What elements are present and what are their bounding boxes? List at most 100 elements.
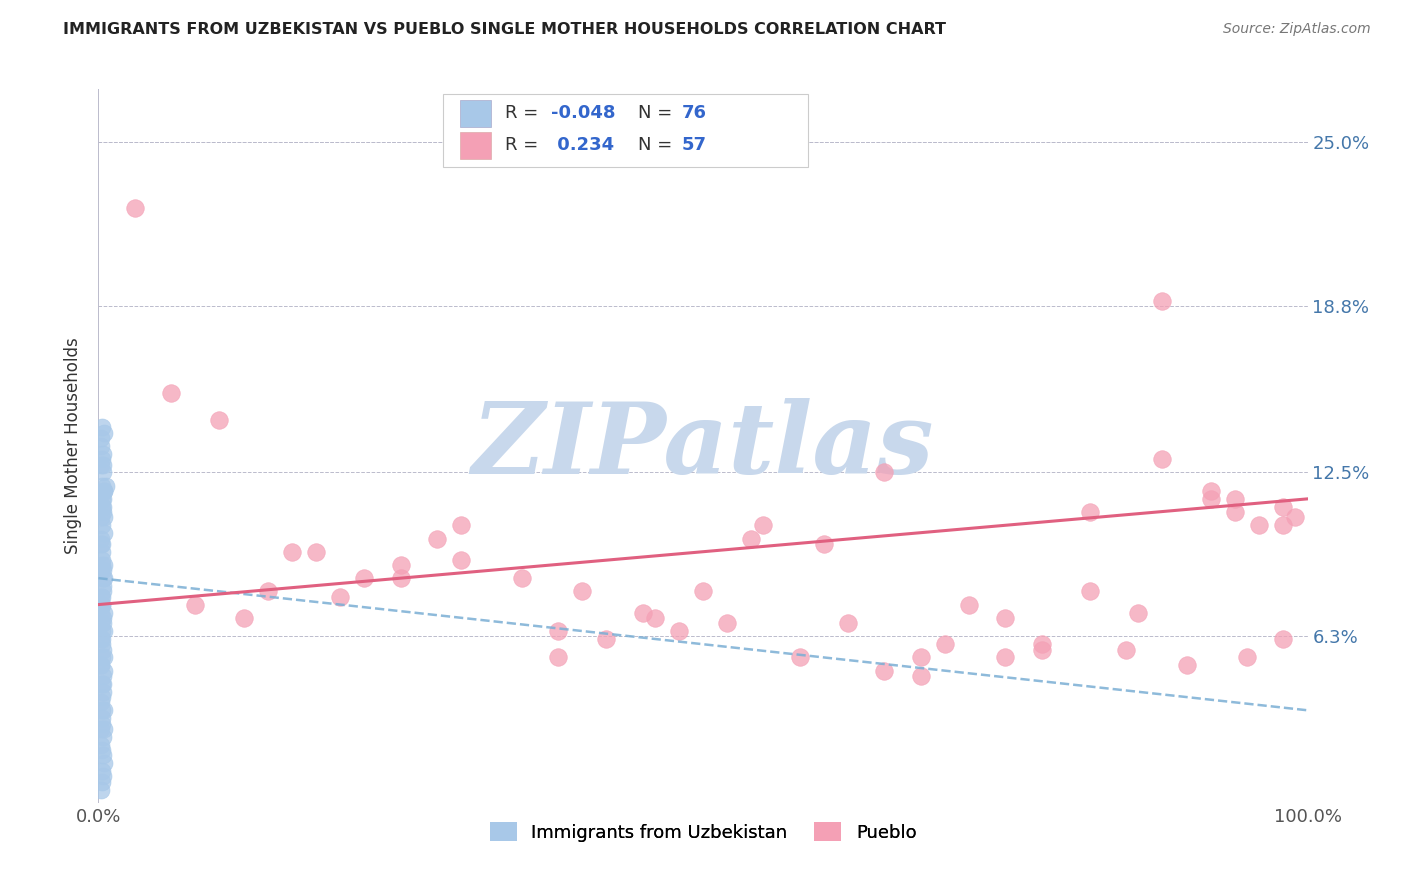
Point (1031, 637, 1053, 651)
Point (353, 571, 375, 585)
Point (1223, 505, 1246, 519)
Point (91, 537, 114, 551)
Point (91, 642, 114, 657)
Point (91, 598, 114, 612)
Point (873, 466, 896, 480)
Point (450, 552, 472, 566)
Text: 76: 76 (682, 104, 707, 122)
Point (1152, 293, 1174, 308)
Point (93, 756, 115, 771)
Point (91, 703, 114, 717)
Point (692, 584, 714, 599)
Point (91, 632, 114, 646)
Point (91, 669, 114, 683)
Point (184, 598, 207, 612)
Point (716, 616, 738, 631)
Point (124, 201, 146, 215)
Point (1152, 452, 1174, 467)
Point (93, 558, 115, 572)
Point (93, 650, 115, 665)
Point (91, 590, 114, 604)
Point (547, 624, 569, 638)
Point (91, 478, 114, 492)
Point (1175, 658, 1198, 673)
Point (631, 606, 654, 620)
Point (1078, 584, 1101, 599)
Point (644, 611, 666, 625)
Point (93, 722, 115, 736)
Point (1078, 505, 1101, 519)
Point (90, 431, 112, 445)
Point (934, 637, 956, 651)
Point (91, 650, 114, 665)
Point (232, 611, 254, 625)
Point (1249, 518, 1271, 533)
Point (90, 695, 112, 709)
Point (91, 584, 114, 599)
Text: N =: N = (638, 136, 678, 154)
Point (91, 677, 114, 691)
Point (91, 571, 114, 585)
Point (93, 510, 115, 524)
Point (91, 690, 114, 704)
Point (1272, 518, 1295, 533)
Point (90, 738, 112, 752)
Point (91, 491, 114, 506)
Point (91, 458, 114, 472)
Point (305, 545, 328, 559)
Point (91, 552, 114, 566)
Point (91, 748, 114, 763)
Point (91, 637, 114, 651)
Point (91, 616, 114, 631)
Point (93, 624, 115, 638)
Point (1199, 491, 1222, 506)
Point (510, 571, 533, 585)
Point (90, 537, 112, 551)
Point (93, 483, 115, 498)
Point (91, 764, 114, 778)
Point (91, 447, 114, 461)
Point (1272, 500, 1295, 514)
Point (90, 616, 112, 631)
Point (740, 532, 762, 546)
Point (256, 584, 278, 599)
Point (910, 669, 932, 683)
Point (389, 558, 412, 572)
Point (90, 606, 112, 620)
Point (752, 518, 775, 533)
Point (91, 452, 114, 467)
Text: R =: R = (505, 104, 544, 122)
Point (91, 491, 114, 506)
Point (93, 703, 115, 717)
Point (90, 590, 112, 604)
Point (90, 782, 112, 797)
Point (668, 624, 690, 638)
Point (90, 722, 112, 736)
Point (91, 500, 114, 514)
Point (91, 518, 114, 533)
Text: R =: R = (505, 136, 544, 154)
Point (1031, 642, 1053, 657)
Point (91, 420, 114, 434)
Point (571, 584, 593, 599)
Point (1223, 491, 1246, 506)
Point (93, 664, 115, 678)
Point (813, 537, 835, 551)
Text: IMMIGRANTS FROM UZBEKISTAN VS PUEBLO SINGLE MOTHER HOUSEHOLDS CORRELATION CHART: IMMIGRANTS FROM UZBEKISTAN VS PUEBLO SIN… (63, 22, 946, 37)
Point (93, 606, 115, 620)
Point (91, 711, 114, 725)
Point (281, 545, 304, 559)
Point (91, 716, 114, 731)
Point (91, 677, 114, 691)
Point (1236, 650, 1258, 665)
Legend: Immigrants from Uzbekistan, Pueblo: Immigrants from Uzbekistan, Pueblo (481, 814, 925, 851)
Point (91, 545, 114, 559)
Point (994, 650, 1017, 665)
Text: ZIPatlas: ZIPatlas (472, 398, 934, 494)
Point (91, 774, 114, 789)
Point (91, 500, 114, 514)
Point (90, 632, 112, 646)
Point (93, 571, 115, 585)
Point (873, 664, 896, 678)
Text: 57: 57 (682, 136, 707, 154)
